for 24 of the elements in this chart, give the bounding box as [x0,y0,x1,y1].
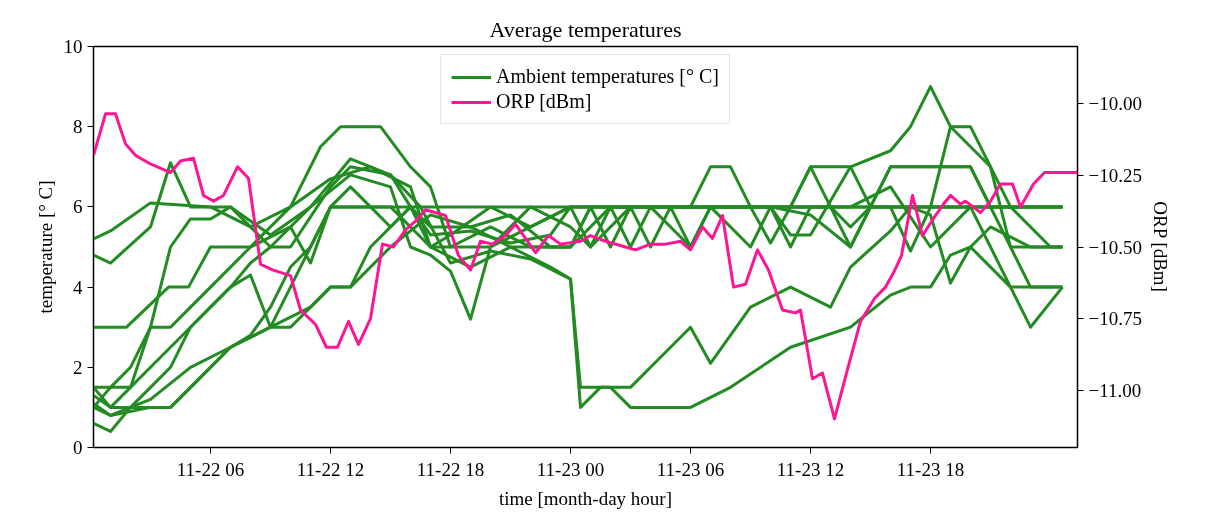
x-tick-label: 11-23 06 [656,458,725,480]
x-tick-label: 11-23 18 [896,458,965,480]
x-tick-label: 11-23 12 [776,458,845,480]
x-axis-title: time [month-day hour] [498,487,673,509]
legend-label: ORP [dBm] [496,90,592,113]
y2-tick-label: −10.50 [1088,236,1142,258]
x-tick-label: 11-23 00 [536,458,605,480]
x-tick-label: 11-22 06 [176,458,245,480]
y2-tick-label: −10.25 [1088,164,1142,186]
y2-tick-label: −10.75 [1088,308,1142,330]
y-tick-label: 0 [73,437,83,458]
y-tick-label: 4 [73,276,83,298]
chart-title: Average temperatures [489,16,682,42]
legend-label: Ambient temperatures [° C] [496,65,719,88]
y-tick-label: 10 [63,36,83,57]
x-tick-label: 11-22 12 [296,458,365,480]
y-tick-label: 8 [73,116,83,138]
y2-axis-title: ORP [dBm] [1149,201,1171,292]
y-axis-title: temperature [° C] [34,180,56,314]
y2-tick-label: −10.00 [1088,93,1142,115]
x-tick-label: 11-22 18 [416,458,485,480]
y-tick-label: 6 [73,196,83,218]
y2-tick-label: −11.00 [1088,379,1142,401]
y-tick-label: 2 [73,356,83,378]
